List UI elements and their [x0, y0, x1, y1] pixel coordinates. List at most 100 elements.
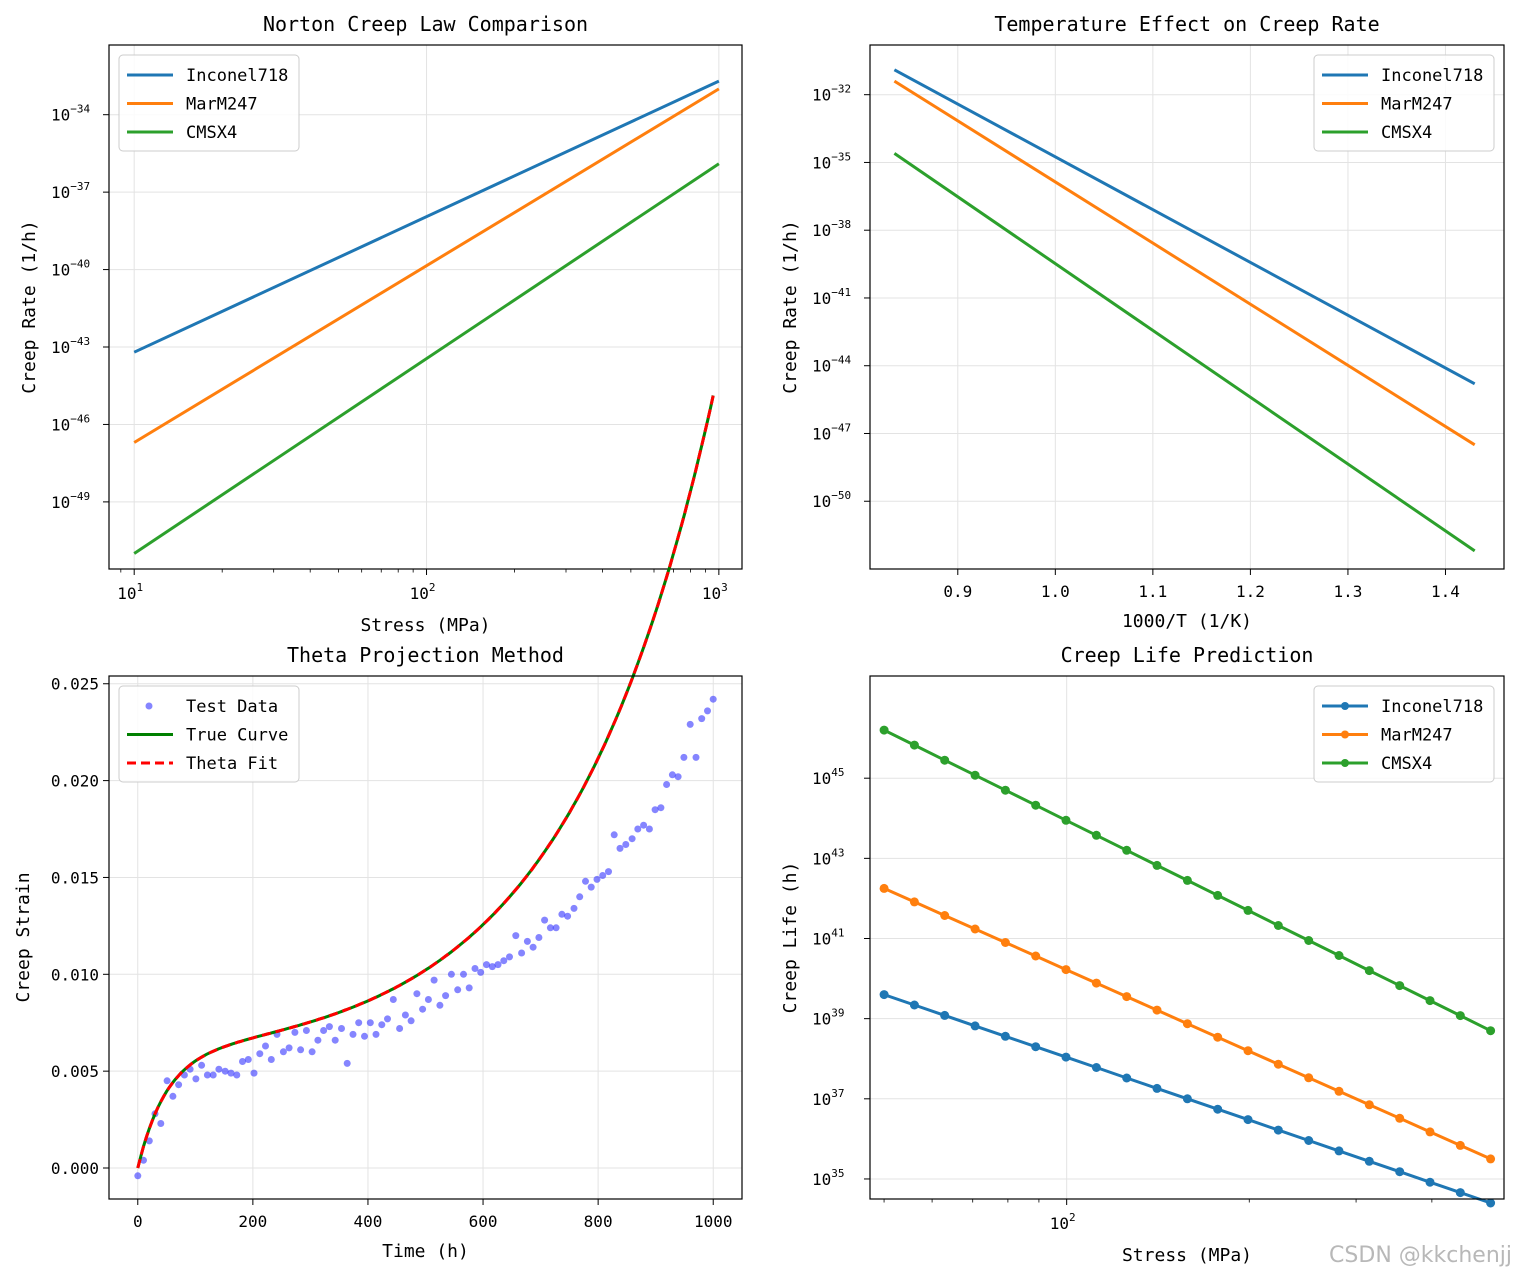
series-marker-Inconel718	[1486, 1198, 1496, 1208]
plot-frame	[108, 675, 743, 1200]
series-marker-MarM247	[1152, 1005, 1162, 1015]
series-marker-MarM247	[879, 883, 889, 893]
data-point	[465, 984, 473, 992]
data-point	[401, 1011, 409, 1019]
data-point	[605, 868, 612, 876]
legend-label: CMSX4	[1381, 123, 1432, 143]
data-point	[250, 1069, 258, 1077]
series-marker-Inconel718	[1425, 1177, 1435, 1187]
y-tick-label: 1045	[812, 766, 845, 788]
series-line-Inconel718	[133, 79, 720, 354]
y-tick-label: 1035	[812, 1167, 845, 1189]
data-point	[343, 1059, 351, 1067]
legend-item: Theta Fit	[127, 754, 278, 774]
data-point	[593, 875, 601, 883]
series-marker-Inconel718	[1122, 1073, 1132, 1083]
legend-label: Inconel718	[1381, 697, 1483, 717]
legend-item: CMSX4	[1322, 123, 1432, 143]
data-point	[308, 1048, 316, 1056]
legend-label: Theta Fit	[186, 754, 278, 774]
data-point	[610, 831, 618, 839]
panel-3: 0 200 400 600 800 1000 0.000 0.005 0.010 0.015 0.0…	[13, 395, 743, 1262]
data-point	[640, 821, 648, 829]
legend-item: Inconel718	[1322, 697, 1483, 717]
chart-title: Temperature Effect on Creep Rate	[994, 12, 1379, 36]
legend: Test Data True Curve Theta Fit	[118, 685, 300, 783]
data-point	[529, 943, 537, 951]
data-point	[424, 996, 432, 1003]
series-marker-MarM247	[1455, 1140, 1465, 1150]
series-marker-Inconel718	[1091, 1063, 1101, 1072]
legend-label: True Curve	[186, 726, 288, 746]
data-point	[471, 965, 479, 972]
watermark-text: CSDN @kkchenjj	[1329, 1243, 1512, 1268]
x-tick-label: 600	[469, 1212, 498, 1231]
data-point	[506, 953, 513, 961]
x-tick-label: 400	[354, 1212, 383, 1231]
legend-item: Inconel718	[127, 66, 288, 86]
series-marker-MarM247	[1425, 1127, 1435, 1137]
data-point	[546, 924, 554, 932]
x-tick-label: 0.9	[943, 582, 972, 601]
y-tick-label: 10−40	[51, 258, 90, 280]
series-marker-Inconel718	[1031, 1042, 1041, 1052]
data-point	[407, 1017, 415, 1025]
data-point	[285, 1044, 293, 1052]
series-marker-MarM247	[1122, 992, 1132, 1002]
series-marker-CMSX4	[1334, 951, 1344, 960]
y-axis-label: Creep Strain	[13, 872, 34, 1002]
ticks: 0 200 400 600 800 1000 0.000 0.005 0.010 0.015 0.0…	[51, 675, 733, 1231]
data-point	[518, 949, 526, 957]
data-point	[163, 1077, 171, 1085]
y-tick-label: 10−50	[812, 489, 851, 511]
legend-marker	[1341, 759, 1349, 767]
series-marker-Inconel718	[1455, 1188, 1465, 1198]
series-marker-CMSX4	[970, 770, 980, 780]
x-tick-label: 200	[238, 1212, 267, 1231]
series-marker-CMSX4	[940, 755, 950, 765]
data-point	[372, 1030, 380, 1038]
legend-item: Inconel718	[1322, 66, 1483, 86]
data-point	[175, 1081, 183, 1089]
legend-label: MarM247	[1381, 95, 1453, 115]
y-tick-label: 10−41	[812, 286, 851, 308]
series-marker-MarM247	[1364, 1100, 1374, 1110]
x-tick-label: 1.1	[1138, 582, 1167, 601]
series-line-CMSX4	[893, 152, 1476, 553]
data-point	[267, 1056, 275, 1063]
data-point	[244, 1056, 252, 1063]
y-tick-label: 0.015	[51, 868, 99, 887]
data-point	[239, 1058, 246, 1065]
series-marker-CMSX4	[1425, 996, 1435, 1006]
data-point	[331, 1036, 339, 1044]
series-marker-CMSX4	[909, 740, 919, 750]
data-point	[198, 1061, 206, 1069]
data-point	[349, 1030, 357, 1038]
series-marker-MarM247	[1213, 1032, 1223, 1042]
data-point	[221, 1067, 229, 1075]
y-tick-label: 0.010	[51, 965, 99, 984]
x-tick-label: 101	[117, 581, 143, 603]
legend: Inconel718 MarM247 CMSX4	[118, 54, 300, 152]
theta-fit-line	[136, 395, 715, 1169]
series-marker-Inconel718	[1304, 1136, 1314, 1145]
series-group	[133, 79, 720, 555]
ticks: 102 1035 1037 1039 1041 1043 1045	[812, 766, 1492, 1233]
legend-marker	[1341, 702, 1349, 710]
y-tick-label: 1039	[812, 1007, 845, 1029]
data-point	[291, 1028, 299, 1036]
y-tick-label: 10−47	[812, 421, 851, 443]
series-marker-CMSX4	[1243, 905, 1253, 915]
data-point	[366, 1019, 374, 1027]
y-tick-label: 1041	[812, 927, 845, 949]
series-marker-MarM247	[909, 897, 919, 907]
x-axis-label: Stress (MPa)	[1122, 1245, 1252, 1266]
y-tick-label: 0.005	[51, 1062, 99, 1081]
data-point	[483, 961, 490, 969]
series-marker-CMSX4	[1304, 936, 1314, 945]
series-marker-MarM247	[1304, 1073, 1314, 1083]
series-marker-MarM247	[1091, 978, 1101, 988]
legend-item: True Curve	[127, 726, 288, 746]
data-point	[389, 996, 397, 1003]
data-point	[233, 1071, 241, 1079]
